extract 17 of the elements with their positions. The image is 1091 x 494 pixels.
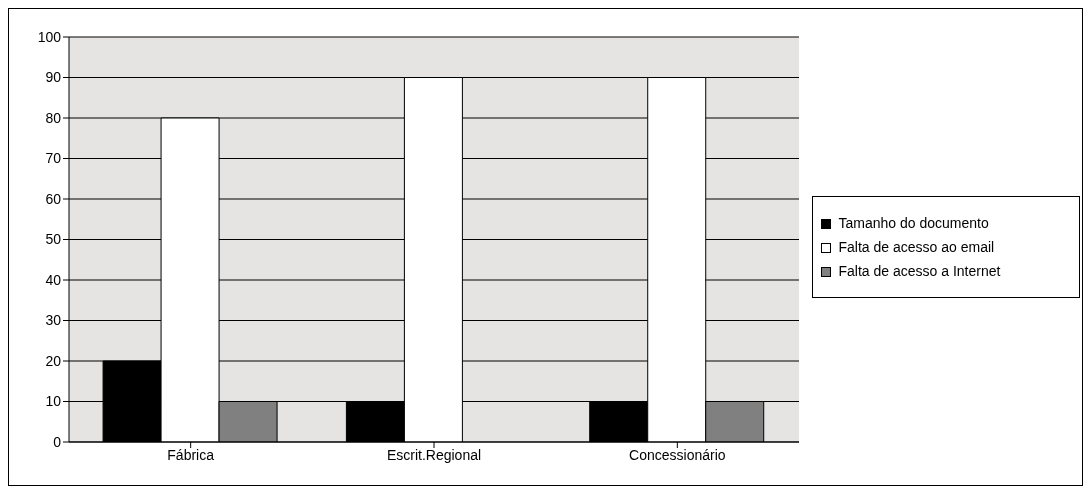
- y-tick-label: 100: [37, 28, 62, 45]
- y-tick-label: 60: [45, 190, 62, 207]
- y-tick-label: 0: [53, 433, 62, 450]
- x-tick-label: Fábrica: [167, 446, 215, 463]
- y-tick-label: 80: [45, 109, 62, 126]
- y-tick-label: 20: [45, 352, 62, 369]
- y-tick-label: 70: [45, 150, 62, 167]
- x-tick-label: Concessionário: [629, 446, 726, 463]
- y-tick-label: 30: [45, 312, 62, 329]
- y-tick-label: 10: [45, 393, 62, 410]
- y-tick-label: 40: [45, 271, 62, 288]
- legend-label: Falta de acesso a Internet: [838, 263, 1001, 279]
- y-tick-label: 50: [45, 231, 62, 248]
- legend-label: Tamanho do documento: [838, 215, 989, 231]
- y-tick-label: 90: [45, 69, 62, 86]
- x-tick-label: Escrit.Regional: [386, 446, 482, 463]
- legend-label: Falta de acesso ao email: [838, 239, 995, 255]
